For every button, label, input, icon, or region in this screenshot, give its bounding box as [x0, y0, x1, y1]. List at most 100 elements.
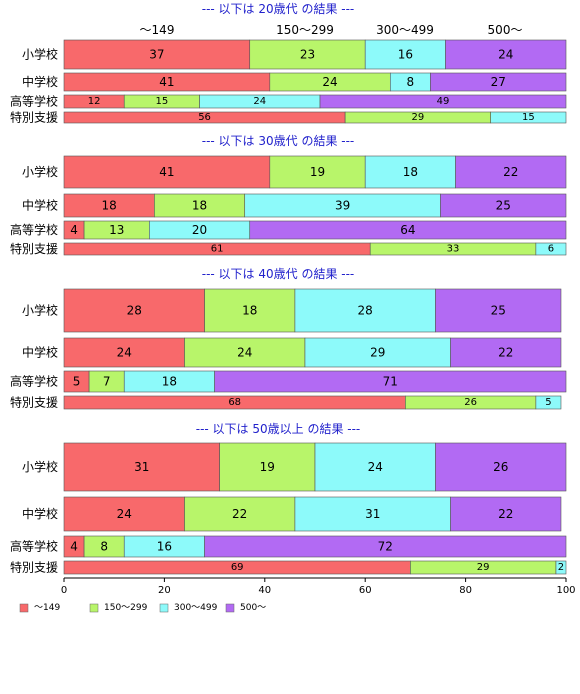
x-tick-label: 60: [359, 585, 372, 596]
data-label: 31: [134, 460, 149, 474]
data-label: 22: [498, 346, 513, 360]
data-label: 64: [400, 223, 415, 237]
bar-category-label: 高等学校: [10, 94, 58, 109]
panel-title: --- 以下は 30歳代 の結果 ---: [202, 134, 355, 148]
bar-category-label: 小学校: [22, 303, 58, 318]
bar-segment: [535, 395, 562, 410]
x-tick-label: 0: [61, 585, 67, 596]
legend-label: 300～499: [174, 603, 218, 613]
data-label: 31: [365, 507, 380, 521]
bar-segment: [364, 155, 456, 189]
x-tick-label: 40: [258, 585, 271, 596]
data-label: 29: [370, 346, 385, 360]
bar-segment: [364, 39, 446, 70]
data-label: 49: [437, 96, 450, 107]
data-label: 15: [522, 112, 535, 123]
bar-segment: [204, 535, 567, 558]
bar-segment: [63, 155, 271, 189]
bar-segment: [294, 496, 451, 532]
data-label: 4: [70, 540, 78, 554]
bar-segment: [555, 560, 567, 575]
legend-label: ～149: [34, 603, 60, 613]
x-tick-label: 100: [556, 585, 575, 596]
bar-segment: [214, 370, 567, 393]
data-label: 22: [498, 507, 513, 521]
bar-segment: [63, 496, 185, 532]
data-label: 18: [162, 375, 177, 389]
bar-category-label: 高等学校: [10, 374, 58, 389]
bar-segment: [535, 242, 567, 256]
x-tick-label: 80: [459, 585, 472, 596]
data-label: 5: [73, 375, 81, 389]
data-label: 72: [378, 540, 393, 554]
data-label: 24: [498, 48, 513, 62]
bar-segment: [445, 39, 567, 70]
data-label: 22: [232, 507, 247, 521]
bar-segment: [455, 155, 567, 189]
data-label: 24: [368, 460, 383, 474]
bar-category-label: 特別支援: [10, 560, 58, 575]
bar-category-label: 特別支援: [10, 395, 58, 410]
data-label: 28: [358, 304, 373, 318]
bar-category-label: 小学校: [22, 459, 58, 474]
data-label: 25: [491, 304, 506, 318]
data-label: 6: [548, 244, 554, 255]
bar-segment: [304, 337, 451, 368]
bar-segment: [63, 442, 220, 492]
bar-category-label: 特別支援: [10, 110, 58, 125]
bar-segment: [314, 442, 436, 492]
data-label: 18: [102, 199, 117, 213]
data-label: 20: [192, 223, 207, 237]
column-header: ～149: [140, 23, 175, 37]
bar-segment: [249, 39, 366, 70]
bar-segment: [319, 94, 567, 109]
data-label: 24: [117, 346, 132, 360]
bar-segment: [269, 155, 366, 189]
data-label: 16: [398, 48, 413, 62]
bar-segment: [63, 288, 205, 333]
bar-segment: [204, 288, 296, 333]
data-label: 16: [157, 540, 172, 554]
data-label: 61: [211, 244, 224, 255]
data-label: 28: [127, 304, 142, 318]
data-label: 18: [403, 165, 418, 179]
bar-category-label: 特別支援: [10, 241, 58, 256]
data-label: 19: [310, 165, 325, 179]
bar-category-label: 中学校: [22, 506, 58, 521]
legend-swatch: [19, 603, 29, 613]
data-label: 24: [322, 75, 337, 89]
bar-segment: [490, 111, 567, 124]
bar-segment: [249, 220, 567, 240]
data-label: 56: [198, 112, 211, 123]
data-label: 39: [335, 199, 350, 213]
data-label: 4: [70, 223, 78, 237]
data-label: 37: [149, 48, 164, 62]
legend-swatch: [225, 603, 235, 613]
data-label: 8: [407, 75, 415, 89]
data-label: 71: [383, 375, 398, 389]
bar-category-label: 小学校: [22, 47, 58, 62]
bar-category-label: 中学校: [22, 345, 58, 360]
bar-segment: [219, 442, 316, 492]
data-label: 69: [231, 562, 244, 573]
data-label: 33: [447, 244, 460, 255]
legend-label: 150～299: [104, 603, 148, 613]
data-label: 41: [159, 165, 174, 179]
data-label: 12: [88, 96, 101, 107]
data-label: 2: [558, 562, 564, 573]
bar-segment: [184, 337, 306, 368]
x-tick-label: 20: [158, 585, 171, 596]
data-label: 15: [156, 96, 169, 107]
legend-swatch: [159, 603, 169, 613]
bar-category-label: 高等学校: [10, 539, 58, 554]
bar-segment: [63, 39, 251, 70]
bar-category-label: 小学校: [22, 164, 58, 179]
data-label: 8: [100, 540, 108, 554]
data-label: 27: [491, 75, 506, 89]
column-header: 150～299: [276, 23, 334, 37]
data-label: 13: [109, 223, 124, 237]
data-label: 24: [253, 96, 266, 107]
bar-segment: [63, 337, 185, 368]
data-label: 24: [237, 346, 252, 360]
